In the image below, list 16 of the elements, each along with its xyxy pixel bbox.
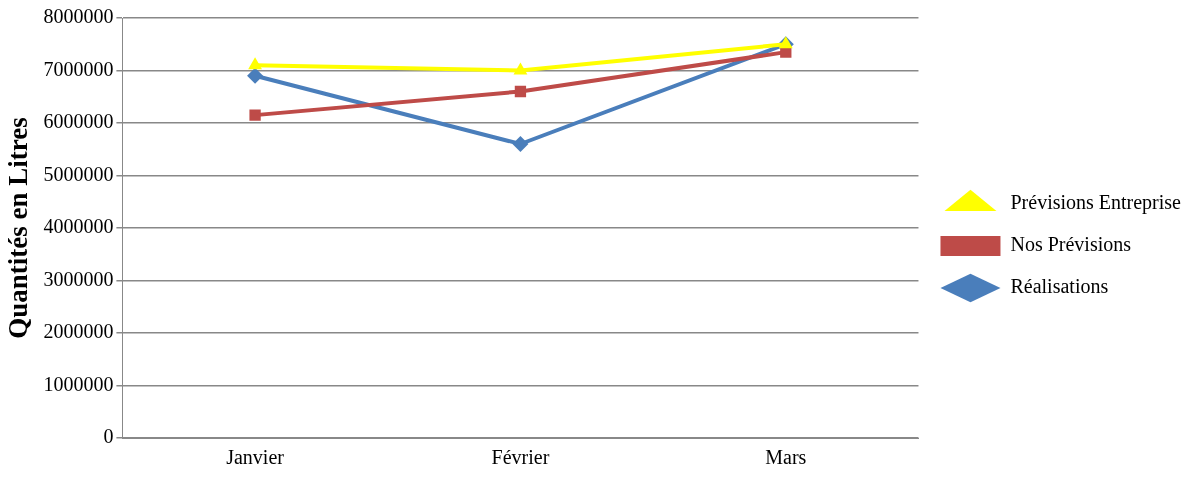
- y-tick-label: 6000000: [43, 110, 114, 133]
- y-tick-label: 1000000: [43, 372, 114, 395]
- y-tick-label: 4000000: [43, 215, 114, 238]
- x-tick-label: Mars: [765, 446, 807, 469]
- legend-label: Prévisions Entreprise: [1010, 191, 1182, 215]
- y-axis-title: Quantités en Litres: [3, 117, 34, 339]
- x-tick-label: Février: [491, 446, 550, 469]
- legend-label: Nos Prévisions: [1010, 233, 1132, 256]
- y-tick-label: 2000000: [43, 320, 114, 343]
- legend-label: Réalisations: [1010, 275, 1109, 298]
- x-tick-label: Janvier: [226, 446, 285, 469]
- y-tick-label: 3000000: [43, 267, 114, 290]
- y-tick-label: 0: [103, 425, 114, 448]
- y-tick-label: 7000000: [43, 57, 114, 80]
- y-tick-label: 8000000: [43, 5, 114, 28]
- y-tick-label: 5000000: [43, 162, 114, 185]
